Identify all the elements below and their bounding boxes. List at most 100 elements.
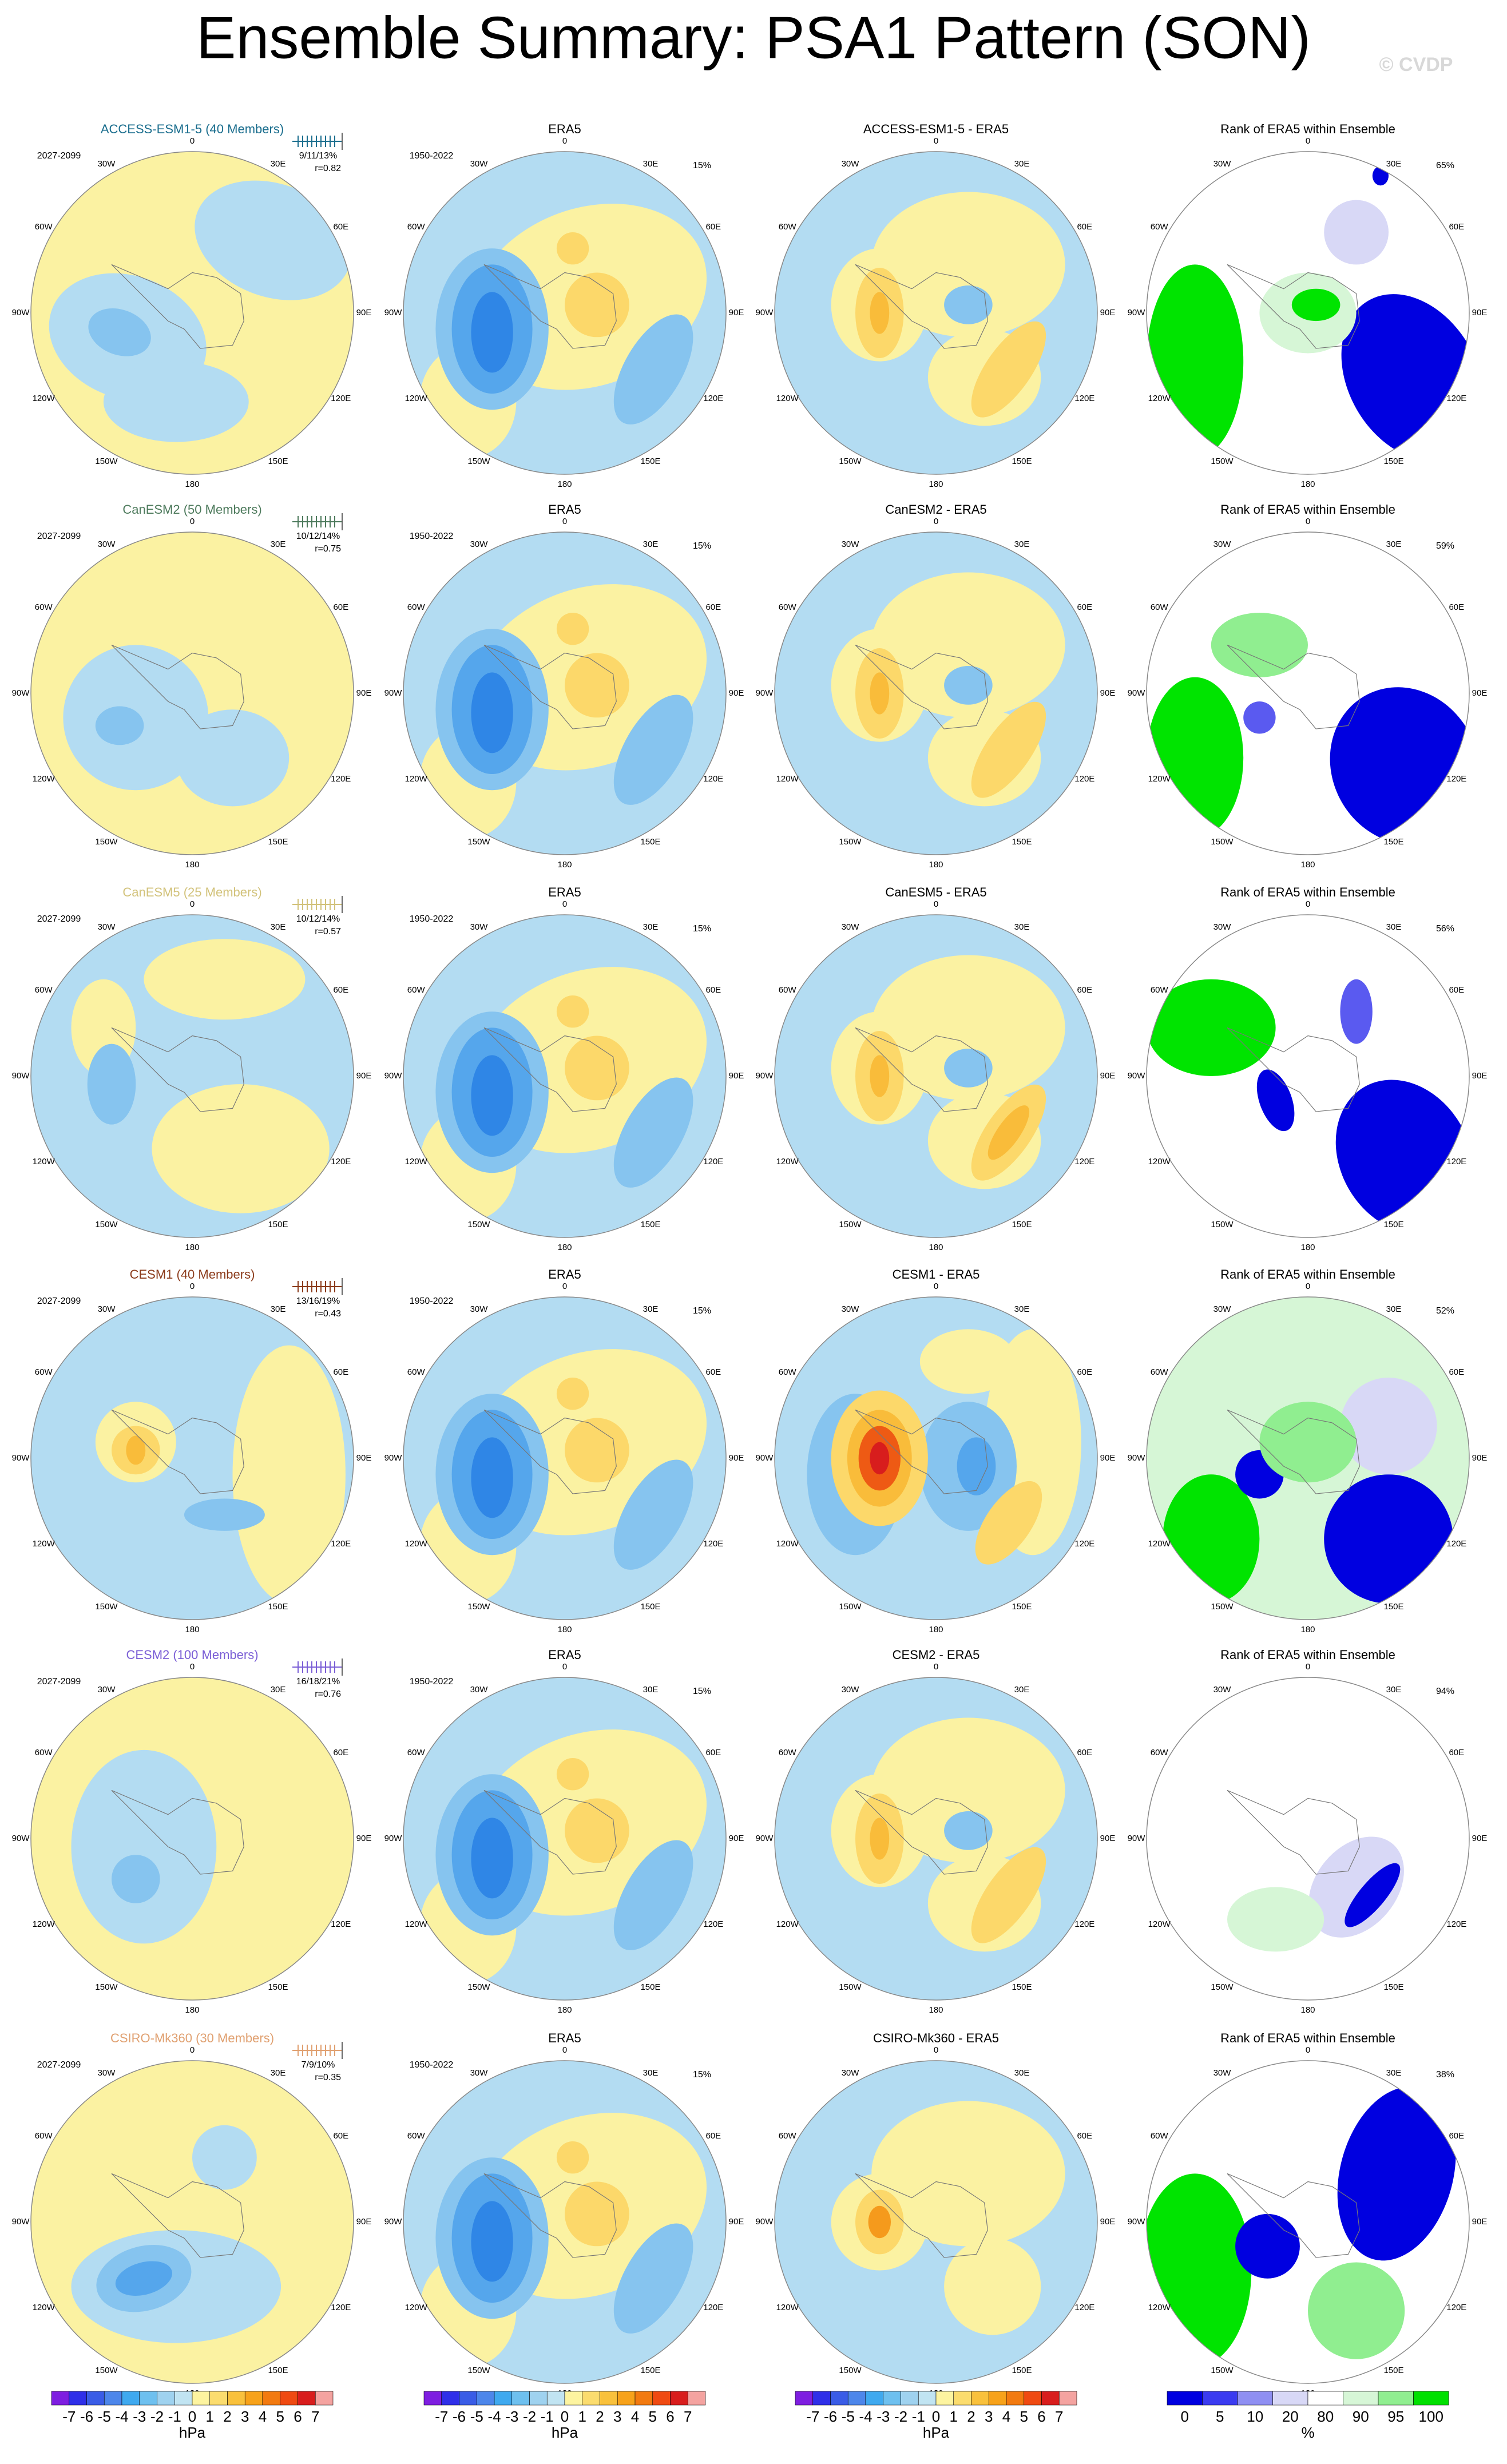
field-contour [971,1847,1046,1943]
longitude-label: 180 [557,860,572,870]
longitude-label: 120W [776,394,799,403]
longitude-label: 120E [1074,1157,1094,1166]
longitude-label: 30E [1386,2068,1402,2078]
longitude-label: 150E [1012,457,1032,466]
longitude-label: 90W [12,2217,30,2227]
longitude-label: 120W [1148,394,1171,403]
colorbar-box [209,2391,228,2406]
map-field [31,1297,354,1620]
colorbar-label: -2 [894,2408,907,2425]
colorbar-box [69,2391,87,2406]
map-border [403,531,727,855]
longitude-label: 90W [1128,308,1146,318]
longitude-label: 90E [1100,1071,1116,1081]
longitude-label: 30E [271,539,286,549]
colorbar-box [494,2391,513,2406]
longitude-label: 0 [934,899,938,909]
longitude-label: 30E [643,159,659,169]
field-contour [975,1481,1042,1565]
longitude-label: 90W [384,2217,403,2227]
longitude-label: 150W [1211,2366,1234,2375]
longitude-label: 180 [185,860,199,870]
longitude-label: 30E [643,922,659,932]
longitude-label: 30E [1386,159,1402,169]
colorbar-box [935,2391,954,2406]
longitude-label: 60W [407,2131,426,2141]
longitude-label: 120E [703,774,723,784]
longitude-label: 0 [190,1662,195,1672]
colorbar-units: % [1301,2424,1314,2441]
longitude-label: 90E [729,688,744,698]
longitude-label: 150W [1211,1220,1234,1229]
longitude-label: 60W [1151,1748,1169,1757]
obs-title: ERA5 [548,2031,581,2045]
longitude-label: 150W [95,1220,118,1229]
field-contour [988,1105,1030,1160]
model-corr: r=0.76 [315,1689,341,1699]
model-title: CanESM5 (25 Members) [122,885,261,899]
longitude-label: 60E [333,602,348,612]
longitude-label: 30W [98,1304,116,1314]
colorbar-label: 1 [578,2408,586,2425]
field-contour [556,995,589,1028]
colorbar-box [971,2391,989,2406]
field-contour [1308,2262,1405,2359]
watermark: © CVDP [1379,54,1453,76]
longitude-label: 120W [776,1539,799,1549]
obs-period: 1950-2022 [410,1296,454,1306]
longitude-label: 60W [1151,2131,1169,2141]
coastline [111,1790,244,1875]
field-background [1147,1677,1469,2000]
longitude-label: 60W [779,1748,797,1757]
field-contour [971,701,1046,798]
obs-title: ERA5 [548,122,581,136]
model-corr: r=0.57 [315,927,341,937]
model-corr: r=0.35 [315,2073,341,2082]
longitude-label: 60W [35,602,53,612]
longitude-label: 180 [557,479,572,489]
longitude-label: 90E [1472,308,1488,318]
colorbar-box [582,2391,600,2406]
longitude-label: 60W [779,985,797,995]
colorbar-box [652,2391,671,2406]
longitude-label: 30E [271,2068,286,2078]
model-title: CSIRO-Mk360 (30 Members) [110,2031,274,2045]
longitude-label: 60E [333,1748,348,1757]
field-contour [565,1798,629,1863]
diff-title: CanESM5 - ERA5 [885,885,986,899]
longitude-label: 120E [1074,2303,1094,2312]
field-contour [565,2181,629,2247]
longitude-label: 0 [562,136,567,146]
colorbar-box [617,2391,636,2406]
model-title: CanESM2 (50 Members) [122,502,261,517]
longitude-label: 30W [842,922,860,932]
longitude-label: 150E [1012,837,1032,847]
coastline [1227,1027,1360,1112]
field-contour [565,653,629,718]
field-contour [1337,2086,1456,2261]
model-period: 2027-2099 [37,1296,81,1306]
longitude-label: 60W [35,1367,53,1377]
map-border [30,1296,354,1620]
coastline [855,1409,988,1494]
map-field [775,915,1097,1237]
field-contour [565,1035,629,1101]
field-contour [944,1811,993,1850]
colorbar-box [441,2391,459,2406]
colorbar-label: -4 [115,2408,128,2425]
longitude-label: 120E [1446,2303,1466,2312]
longitude-label: 120E [331,2303,351,2312]
field-contour [195,180,351,300]
longitude-label: 60W [407,602,426,612]
map-border [1146,531,1470,855]
coastline [483,264,617,349]
longitude-label: 30W [98,1685,116,1695]
longitude-label: 180 [1300,479,1315,489]
field-contour [870,292,890,334]
longitude-label: 60E [705,1367,721,1377]
longitude-label: 0 [1306,2045,1310,2055]
colorbar-label: -5 [842,2408,855,2425]
longitude-label: 90W [12,1834,30,1843]
longitude-label: 30W [98,539,116,549]
longitude-label: 150W [1211,1982,1234,1992]
